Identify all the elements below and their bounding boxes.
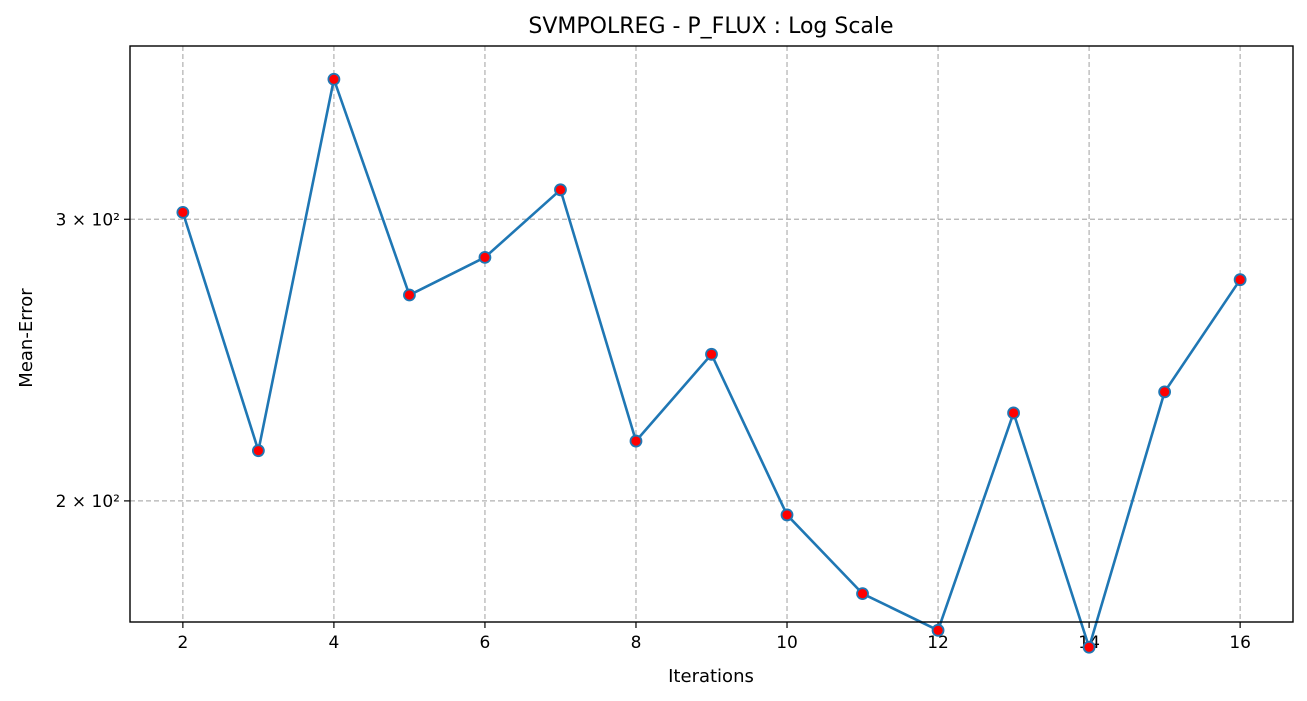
data-point [176,205,190,219]
chart-title: SVMPOLREG - P_FLUX : Log Scale [528,14,893,39]
x-tick-label: 10 [776,633,798,653]
series-line [181,77,1242,649]
data-point [1158,385,1172,399]
plot-frame [129,45,1294,623]
x-tick-label: 6 [480,633,491,653]
x-tick-label: 12 [927,633,949,653]
x-tick-label: 4 [328,633,339,653]
data-point [780,508,794,522]
data-point [403,288,416,302]
x-axis-label: Iterations [668,666,754,687]
data-point [1007,406,1020,420]
y-axis-label: Mean-Error [16,288,37,388]
data-point [1082,640,1096,654]
y-tick-label: 3 × 10² [56,210,120,230]
data-point [856,587,869,601]
data-point [629,434,643,448]
data-point [1233,273,1247,287]
data-point [554,183,567,197]
x-tick-label: 8 [631,633,642,653]
data-point [478,250,492,264]
x-tick-label: 16 [1229,633,1251,653]
grid [130,46,1293,622]
data-point [931,623,945,637]
data-point [327,72,341,86]
x-tick-label: 2 [177,633,188,653]
y-tick-label: 2 × 10² [56,492,120,512]
data-point [251,444,265,458]
series [176,72,1247,654]
data-point [705,347,718,361]
